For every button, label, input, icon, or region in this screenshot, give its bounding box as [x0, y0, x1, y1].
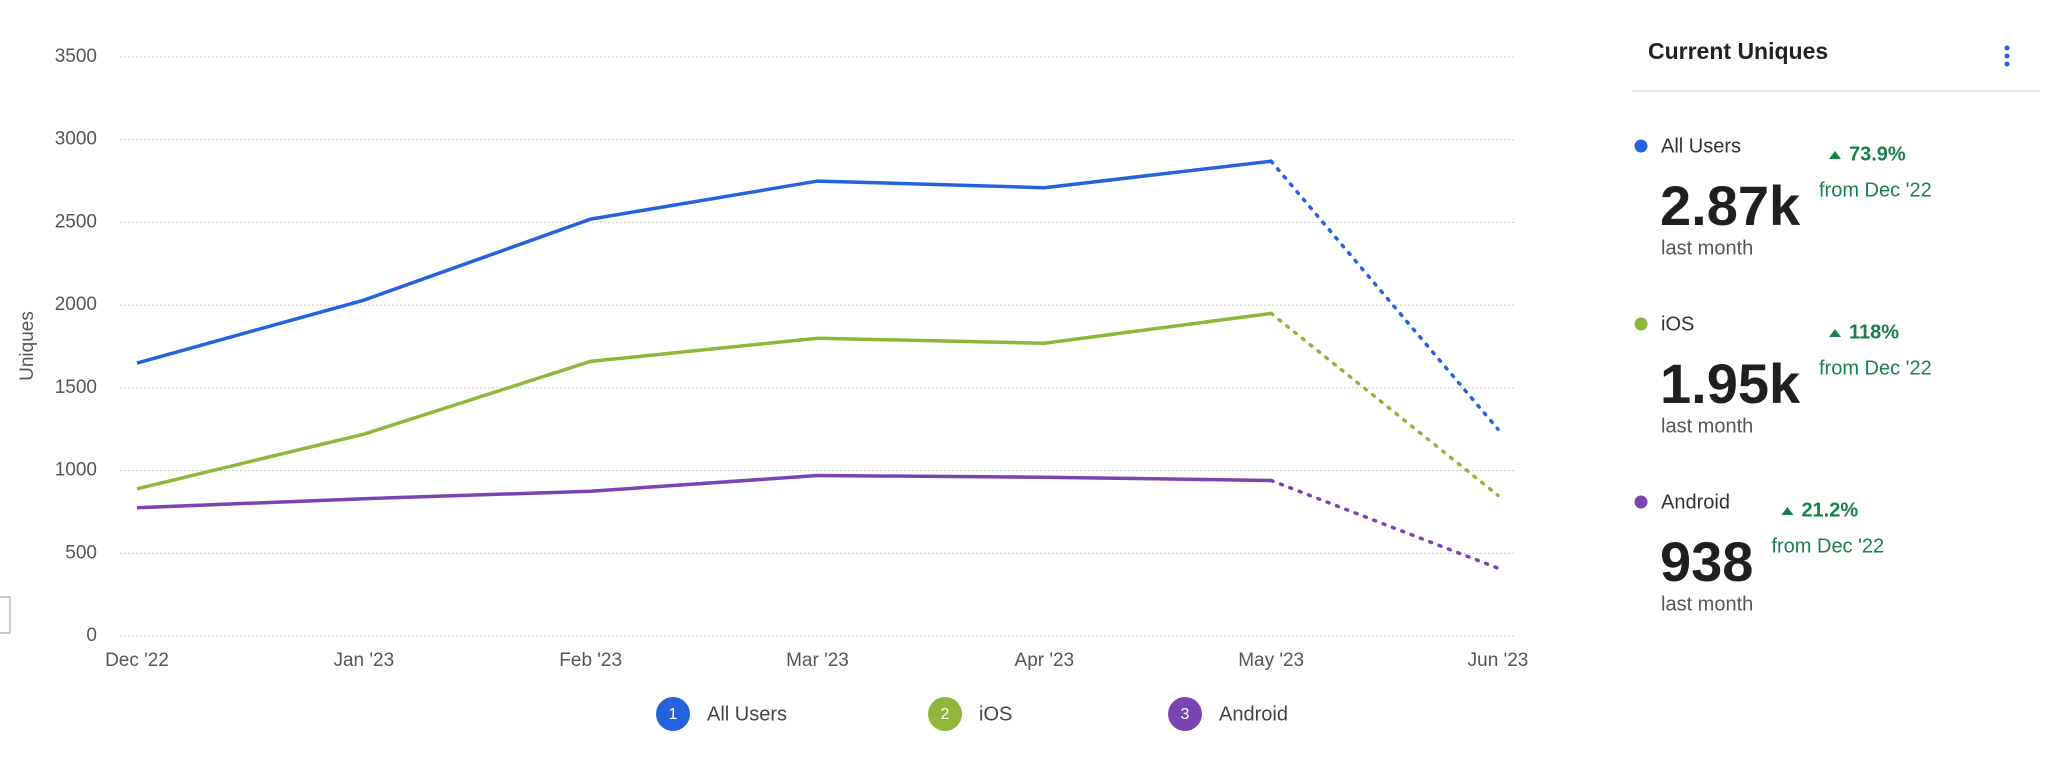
y-tick-label: 3000: [55, 129, 97, 150]
series-projection: [1269, 478, 1500, 570]
panel-title: Current Uniques: [1648, 38, 1828, 64]
menu-dot: [2004, 61, 2010, 67]
y-tick-label: 3500: [55, 46, 97, 67]
item-name: iOS: [1661, 313, 1694, 335]
item-dot: [1634, 495, 1648, 509]
item-period: last month: [1661, 415, 1753, 437]
y-axis-label: Uniques: [17, 311, 38, 381]
legend-label: iOS: [979, 703, 1012, 725]
item-name: All Users: [1661, 135, 1741, 157]
x-tick-label: Mar '23: [786, 650, 849, 671]
item-since: from Dec '22: [1771, 535, 1884, 557]
item-dot: [1634, 317, 1648, 331]
item-value: 1.95k: [1660, 352, 1801, 415]
x-tick-label: Jun '23: [1468, 650, 1529, 671]
item-change: 73.9%: [1849, 143, 1906, 165]
item-period: last month: [1661, 237, 1753, 259]
series-line: [136, 473, 1272, 510]
legend-badge-number: 2: [941, 706, 950, 723]
x-tick-label: Feb '23: [559, 650, 622, 671]
item-period: last month: [1661, 593, 1753, 615]
x-tick-label: May '23: [1238, 650, 1304, 671]
series-projection: [1269, 311, 1500, 498]
legend-badge: [1168, 697, 1202, 731]
item-change: 21.2%: [1801, 499, 1858, 521]
y-tick-label: 1000: [55, 460, 97, 481]
trend-arrow: [1828, 151, 1841, 159]
legend-label: Android: [1219, 703, 1288, 725]
legend-label: All Users: [707, 703, 787, 725]
x-tick-label: Jan '23: [333, 650, 394, 671]
menu-button[interactable]: [2004, 45, 2010, 67]
y-tick-label: 500: [65, 542, 97, 563]
item-dot: [1634, 139, 1648, 153]
legend-badge-number: 1: [669, 706, 678, 723]
item-since: from Dec '22: [1819, 179, 1932, 201]
series-projection: [1269, 159, 1500, 431]
series-line: [136, 159, 1272, 365]
legend-item[interactable]: 3 Android: [1168, 697, 1288, 731]
item-value: 2.87k: [1660, 174, 1801, 237]
y-tick-label: 2500: [55, 211, 97, 232]
legend-item[interactable]: 1 All Users: [656, 697, 787, 731]
menu-dot: [2004, 45, 2010, 51]
item-name: Android: [1661, 491, 1730, 513]
trend-arrow: [1781, 507, 1794, 515]
y-tick-label: 1500: [55, 377, 97, 398]
legend-badge: [928, 697, 962, 731]
trend-arrow: [1828, 329, 1841, 337]
legend-item[interactable]: 2 iOS: [928, 697, 1012, 731]
x-tick-label: Dec '22: [105, 650, 169, 671]
item-change: 118%: [1849, 321, 1899, 343]
y-tick-label: 0: [86, 625, 97, 646]
menu-dot: [2004, 53, 2010, 59]
item-since: from Dec '22: [1819, 357, 1932, 379]
item-value: 938: [1660, 530, 1753, 593]
series-line: [136, 311, 1272, 491]
y-tick-label: 2000: [55, 294, 97, 315]
legend-badge-number: 3: [1181, 706, 1190, 723]
x-tick-label: Apr '23: [1015, 650, 1075, 671]
edge-box: [0, 596, 11, 634]
legend-badge: [656, 697, 690, 731]
